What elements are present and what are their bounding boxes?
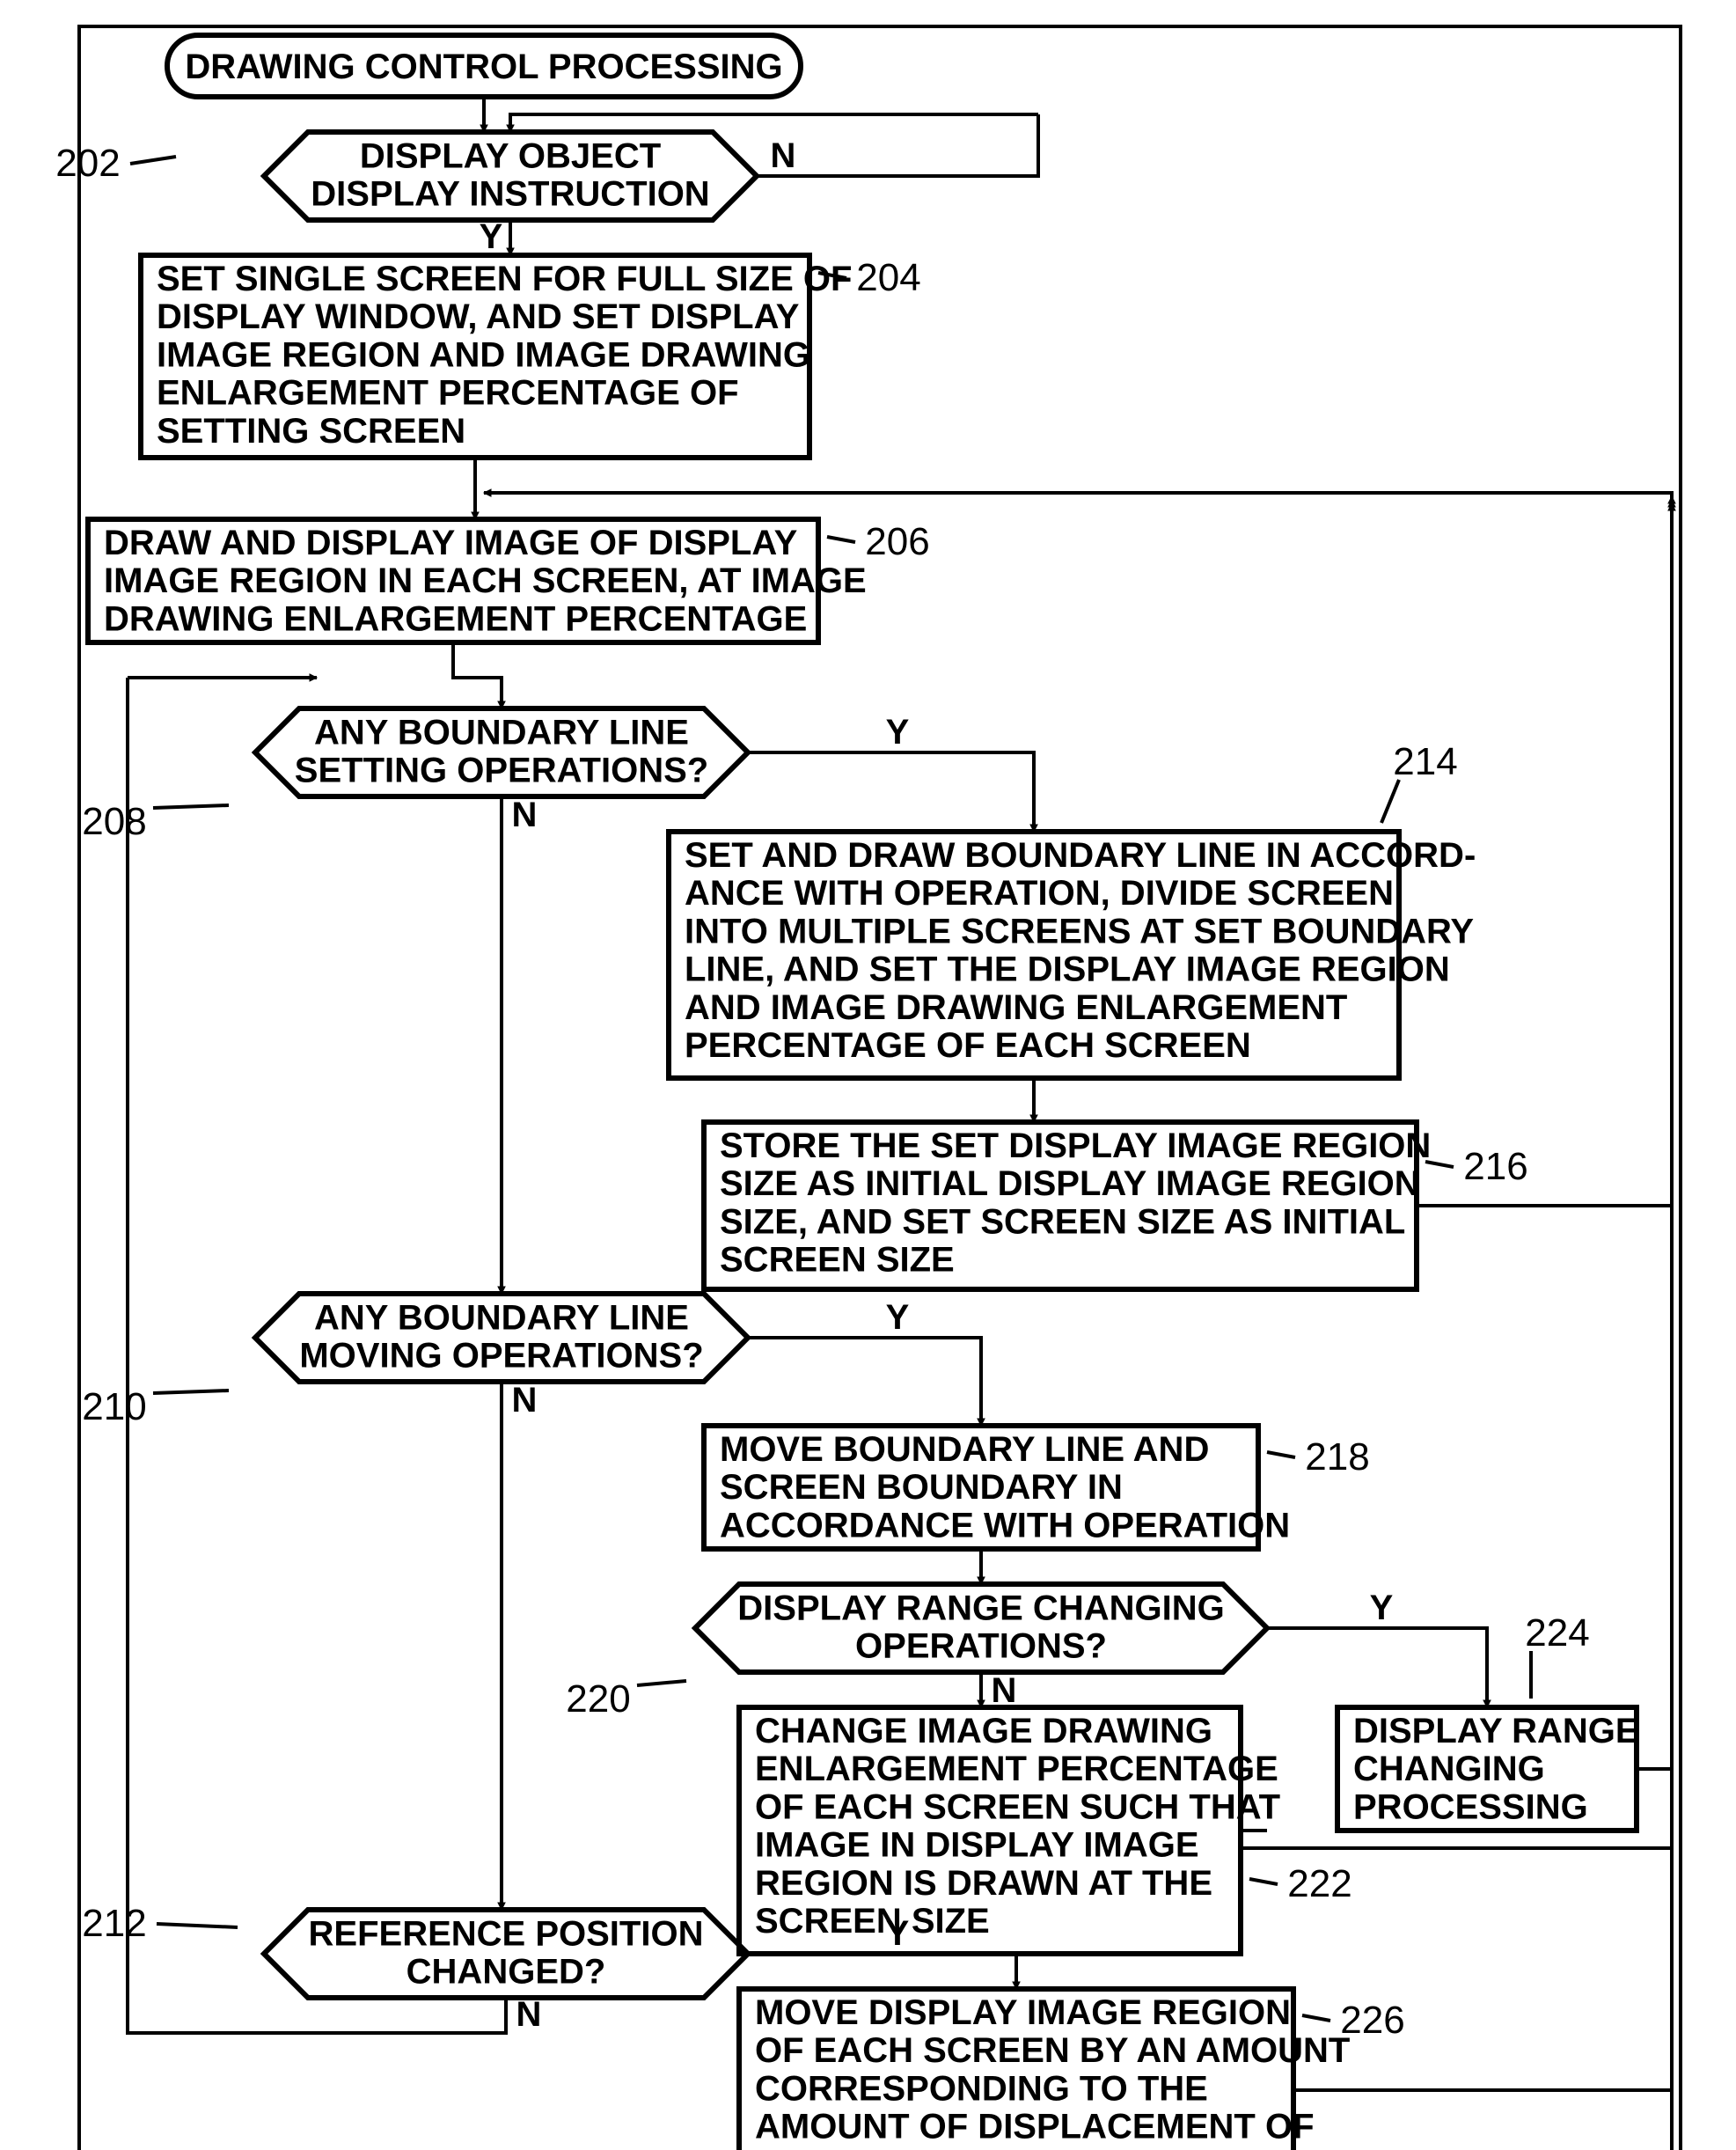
svg-text:ANY BOUNDARY LINEMOVING OPERAT: ANY BOUNDARY LINEMOVING OPERATIONS?: [299, 1298, 703, 1375]
svg-text:202: 202: [55, 142, 120, 185]
svg-text:ANY BOUNDARY LINESETTING OPERA: ANY BOUNDARY LINESETTING OPERATIONS?: [295, 713, 708, 789]
svg-text:Y: Y: [886, 713, 910, 752]
svg-text:N: N: [771, 136, 796, 175]
svg-text:DISPLAY RANGECHANGINGPROCESSIN: DISPLAY RANGECHANGINGPROCESSING: [1353, 1712, 1639, 1826]
svg-text:STORE THE SET DISPLAY IMAGE RE: STORE THE SET DISPLAY IMAGE REGIONSIZE A…: [720, 1126, 1431, 1280]
svg-text:N: N: [992, 1671, 1017, 1710]
svg-text:CHANGE IMAGE DRAWINGENLARGEMEN: CHANGE IMAGE DRAWINGENLARGEMENT PERCENTA…: [755, 1712, 1280, 1941]
svg-text:210: 210: [82, 1385, 146, 1428]
svg-text:224: 224: [1525, 1611, 1589, 1655]
svg-text:222: 222: [1287, 1862, 1351, 1905]
svg-text:220: 220: [566, 1677, 630, 1721]
svg-text:216: 216: [1463, 1145, 1527, 1188]
svg-text:Y: Y: [480, 217, 503, 256]
svg-text:218: 218: [1305, 1435, 1369, 1479]
svg-text:N: N: [516, 1995, 542, 2034]
svg-text:212: 212: [82, 1902, 146, 1945]
svg-text:Y: Y: [886, 1298, 910, 1337]
svg-text:SET SINGLE SCREEN FOR FULL SIZ: SET SINGLE SCREEN FOR FULL SIZE OFDISPLA…: [157, 260, 852, 451]
svg-text:DISPLAY RANGE CHANGINGOPERATIO: DISPLAY RANGE CHANGINGOPERATIONS?: [737, 1589, 1224, 1665]
svg-text:204: 204: [856, 256, 920, 299]
svg-text:Y: Y: [886, 1914, 910, 1953]
svg-text:Y: Y: [1370, 1589, 1394, 1627]
svg-text:226: 226: [1340, 1999, 1404, 2042]
svg-text:MOVE DISPLAY IMAGE REGIONOF EA: MOVE DISPLAY IMAGE REGIONOF EACH SCREEN …: [755, 1993, 1350, 2150]
svg-text:N: N: [512, 1381, 538, 1420]
flowchart-diagram: DRAWING CONTROL PROCESSING DISPLAY OBJECT…: [0, 0, 1736, 2150]
svg-text:REFERENCE POSITIONCHANGED?: REFERENCE POSITIONCHANGED?: [309, 1914, 704, 1991]
svg-text:DRAW AND DISPLAY IMAGE OF DISP: DRAW AND DISPLAY IMAGE OF DISPLAYIMAGE R…: [104, 524, 867, 638]
shapes-layer: DRAWING CONTROL PROCESSING DISPLAY OBJECT…: [88, 35, 1639, 2150]
svg-text:N: N: [512, 796, 538, 834]
svg-text:SET AND DRAW BOUNDARY LINE IN: SET AND DRAW BOUNDARY LINE IN ACCORD-ANC…: [685, 836, 1476, 1065]
svg-text:214: 214: [1393, 740, 1457, 783]
svg-text:DISPLAY OBJECTDISPLAY INSTRUCT: DISPLAY OBJECTDISPLAY INSTRUCTION: [311, 136, 709, 213]
svg-text:206: 206: [865, 520, 929, 563]
svg-text:208: 208: [82, 800, 146, 843]
svg-text:MOVE BOUNDARY LINE ANDSCREEN B: MOVE BOUNDARY LINE ANDSCREEN BOUNDARY IN…: [720, 1430, 1290, 1545]
svg-text:DRAWING CONTROL PROCESSING: DRAWING CONTROL PROCESSING: [185, 48, 782, 86]
